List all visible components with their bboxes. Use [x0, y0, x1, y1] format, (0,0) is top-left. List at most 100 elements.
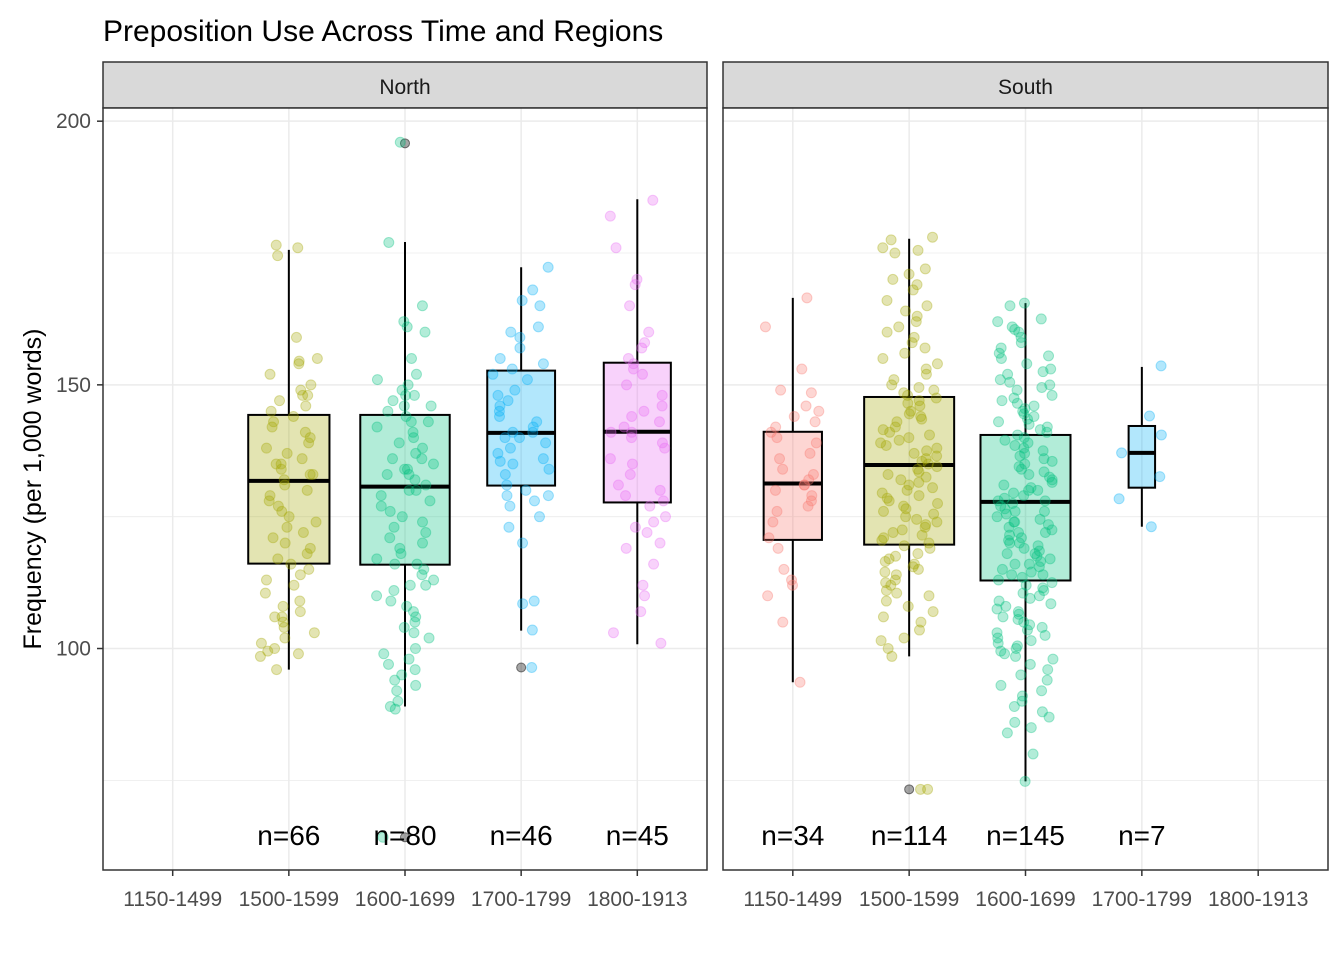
data-point [912, 244, 924, 256]
data-point [999, 434, 1011, 446]
data-point [400, 410, 412, 422]
data-point [921, 300, 933, 312]
data-point [389, 674, 401, 686]
data-point [889, 421, 901, 433]
data-point [394, 542, 406, 554]
data-point [1038, 585, 1050, 597]
data-point [401, 463, 413, 475]
data-point [1008, 701, 1020, 713]
data-point [492, 389, 504, 401]
data-point [1041, 674, 1053, 686]
data-point [281, 447, 293, 459]
data-point [279, 479, 291, 491]
outlier-point [400, 832, 410, 843]
data-point [913, 490, 925, 502]
data-point [1016, 695, 1028, 707]
data-point [883, 553, 895, 565]
data-point [540, 437, 552, 449]
data-point [876, 487, 888, 499]
data-point [260, 442, 272, 454]
data-point [882, 468, 894, 480]
data-point [913, 381, 925, 393]
data-point [656, 389, 668, 401]
data-point [260, 574, 272, 586]
data-point [410, 484, 422, 496]
data-point [406, 352, 418, 364]
data-point [1037, 366, 1049, 378]
data-point [995, 500, 1007, 512]
data-point [294, 569, 306, 581]
data-point [520, 484, 532, 496]
data-point [302, 389, 314, 401]
data-point [648, 558, 660, 570]
data-point [902, 397, 914, 409]
data-point [393, 437, 405, 449]
data-point [527, 421, 539, 433]
data-point [293, 355, 305, 367]
data-point [506, 363, 518, 375]
data-point [998, 492, 1010, 504]
data-point [537, 358, 549, 370]
data-point [494, 400, 506, 412]
data-point [542, 261, 554, 273]
data-point [992, 632, 1004, 644]
data-point [1037, 569, 1049, 581]
data-point [1043, 350, 1055, 362]
data-point [264, 368, 276, 380]
data-point [1027, 748, 1039, 760]
data-point [777, 463, 789, 475]
data-point [995, 342, 1007, 354]
data-point [886, 650, 898, 662]
facet-strip-label: South [998, 76, 1053, 99]
data-point [995, 645, 1007, 657]
data-point [927, 482, 939, 494]
box [979, 433, 1072, 582]
data-point [410, 368, 422, 380]
data-point [903, 268, 915, 280]
data-point [290, 331, 302, 343]
data-point [271, 664, 283, 676]
data-point [878, 532, 890, 544]
data-point [1009, 505, 1021, 517]
data-point [1003, 534, 1015, 546]
data-point [875, 635, 887, 647]
data-point [403, 484, 415, 496]
data-point [277, 616, 289, 628]
data-point [903, 432, 915, 444]
data-point [417, 537, 429, 549]
data-point [920, 519, 932, 531]
data-point [521, 374, 533, 386]
data-point [1039, 495, 1051, 507]
data-point [877, 242, 889, 254]
box [1127, 424, 1157, 489]
data-point [1020, 579, 1032, 591]
data-point [1036, 381, 1048, 393]
data-point [377, 831, 389, 843]
data-point [1021, 358, 1033, 370]
data-point [262, 645, 274, 657]
data-point [1028, 400, 1040, 412]
data-point [639, 337, 651, 349]
data-point [890, 569, 902, 581]
x-tick-label: 1150-1499 [743, 888, 842, 911]
data-point [1036, 621, 1048, 633]
data-point [427, 458, 439, 470]
outlier-point [516, 662, 527, 673]
data-point [296, 453, 308, 465]
data-point [509, 384, 521, 396]
data-point [1024, 658, 1036, 670]
data-point [999, 648, 1011, 660]
data-point [1013, 461, 1025, 473]
data-point [803, 474, 815, 486]
data-point [620, 490, 632, 502]
data-point [1037, 445, 1049, 457]
data-point [294, 595, 306, 607]
data-point [1012, 606, 1024, 618]
data-point [882, 643, 894, 655]
data-point [1019, 403, 1031, 415]
data-point [923, 537, 935, 549]
data-point [626, 410, 638, 422]
data-point [1046, 577, 1058, 589]
data-point [998, 479, 1010, 491]
data-point [285, 558, 297, 570]
